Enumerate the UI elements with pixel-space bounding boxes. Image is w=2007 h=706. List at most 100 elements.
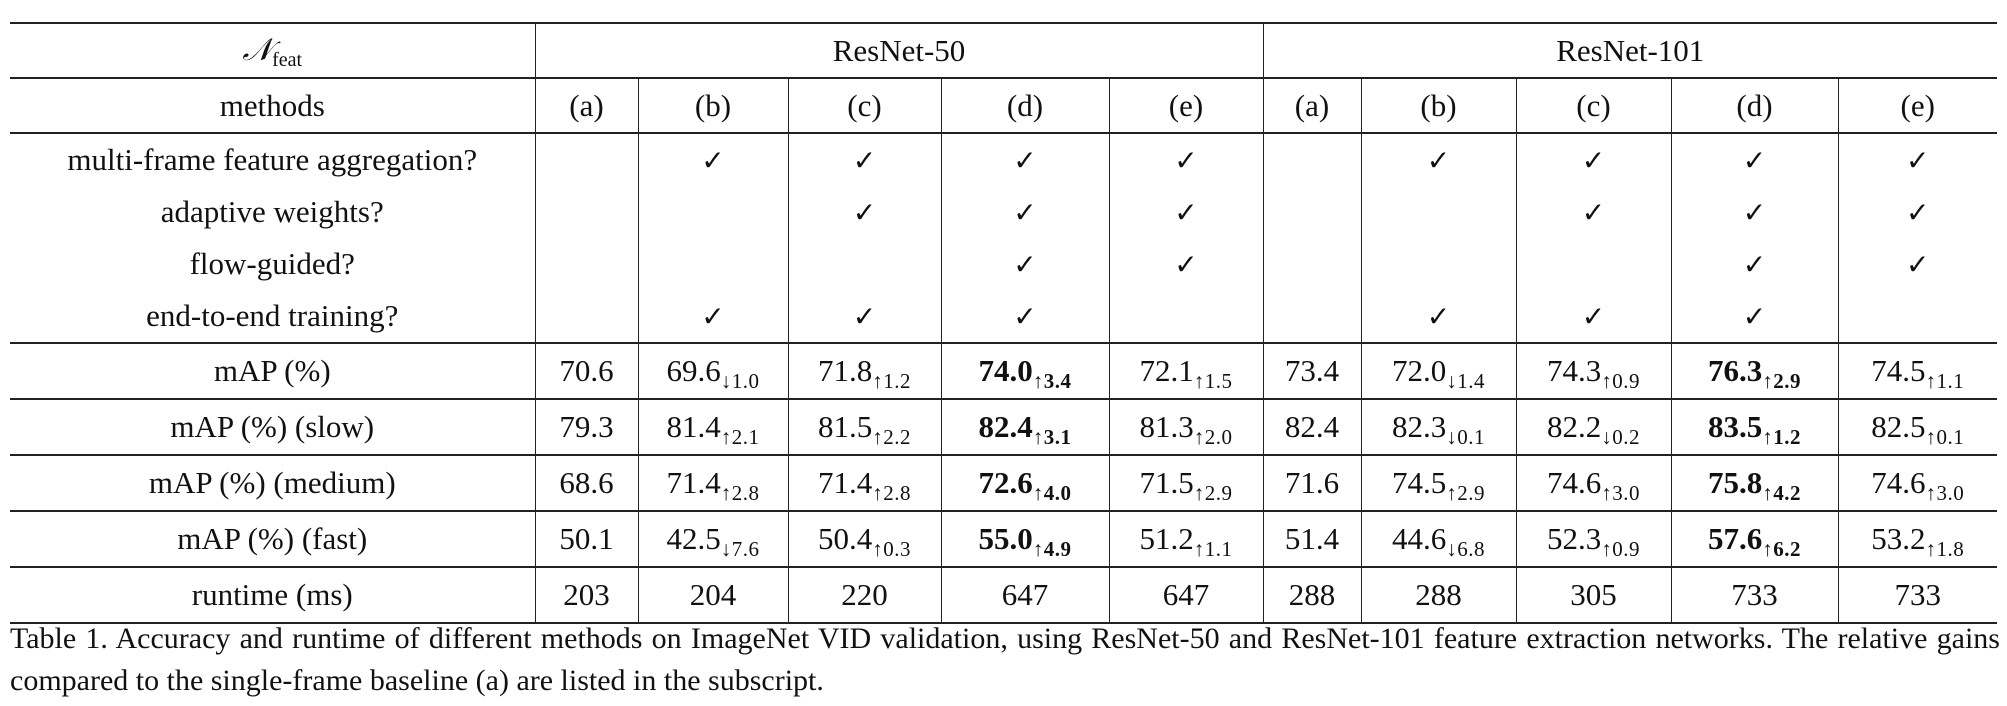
- feature-cell: [1108, 290, 1263, 344]
- metric-cell: 82.4: [1262, 399, 1361, 456]
- metric-value: 71.8: [818, 353, 873, 388]
- metric-label: mAP (%): [10, 343, 535, 400]
- relative-gain: ↑0.9: [1601, 369, 1640, 393]
- metric-cell: 203: [534, 567, 638, 624]
- relative-gain: ↓0.2: [1601, 425, 1640, 449]
- metric-cell: 72.6↑4.0: [940, 455, 1109, 512]
- feature-cell: [1360, 186, 1516, 238]
- metric-value: 733: [1731, 577, 1778, 612]
- metric-row: mAP (%) (fast) 50.1 42.5↓7.6 50.4↑0.3 55.0↑4…: [10, 511, 1997, 568]
- feature-cell: ✓: [1515, 186, 1671, 238]
- feature-cell: [1262, 290, 1361, 344]
- feature-row: multi-frame feature aggregation? ✓ ✓ ✓ ✓ ✓ ✓ ✓ ✓: [10, 133, 1997, 186]
- feature-cell: ✓: [940, 133, 1109, 186]
- nfeat-symbol: 𝒩feat: [242, 32, 303, 71]
- feature-cell: ✓: [1108, 133, 1263, 186]
- feature-label: multi-frame feature aggregation?: [67, 142, 478, 177]
- metric-cell: 74.0↑3.4: [940, 343, 1109, 400]
- feature-cell: ✓: [1670, 238, 1838, 290]
- relative-gain: ↑1.1: [1925, 369, 1965, 393]
- metric-value: 72.6: [978, 465, 1033, 500]
- relative-gain: ↑1.2: [872, 369, 911, 393]
- metric-cell: 75.8↑4.2: [1670, 455, 1838, 512]
- relative-gain: ↑4.9: [1032, 537, 1072, 561]
- feature-cell: ✓: [1670, 290, 1838, 344]
- metric-value: 82.2: [1547, 409, 1602, 444]
- relative-gain: ↑1.1: [1193, 537, 1233, 561]
- metric-row: mAP (%) 70.6 69.6↓1.0 71.8↑1.2 74.0↑3.4 72.1↑…: [10, 343, 1997, 400]
- metric-cell: 68.6: [534, 455, 638, 512]
- metric-cell: 71.4↑2.8: [787, 455, 941, 512]
- metric-value: 72.1: [1139, 353, 1194, 388]
- metric-cell: 74.3↑0.9: [1515, 343, 1671, 400]
- metric-value: 74.3: [1547, 353, 1602, 388]
- metric-cell: 71.5↑2.9: [1108, 455, 1263, 512]
- feature-label: flow-guided?: [189, 246, 355, 281]
- metric-value: 71.6: [1284, 465, 1340, 500]
- metric-value: 74.5: [1871, 353, 1926, 388]
- metric-value: 288: [1415, 577, 1462, 612]
- method-header: (c): [787, 78, 941, 134]
- feature-cell: ✓: [1360, 133, 1516, 186]
- relative-gain: ↑2.8: [872, 481, 911, 505]
- metric-cell: 50.1: [534, 511, 638, 568]
- metric-value: 647: [1162, 577, 1210, 612]
- metric-cell: 42.5↓7.6: [637, 511, 788, 568]
- feature-cell: ✓: [1515, 133, 1671, 186]
- checkmark-icon: ✓: [1906, 144, 1930, 177]
- checkmark-icon: ✓: [1581, 196, 1606, 229]
- metric-value: 71.5: [1139, 465, 1194, 500]
- method-header: (e): [1108, 78, 1263, 134]
- metric-value: 73.4: [1284, 353, 1340, 388]
- metric-label: mAP (%) (fast): [10, 511, 535, 568]
- metric-value: 81.4: [666, 409, 721, 444]
- feature-row: adaptive weights? ✓ ✓ ✓ ✓ ✓ ✓: [10, 186, 1997, 238]
- feature-cell: ✓: [940, 186, 1109, 238]
- metric-value: 82.5: [1871, 409, 1926, 444]
- corner-label: 𝒩feat: [10, 22, 535, 79]
- feature-cell: ✓: [940, 290, 1109, 344]
- relative-gain: ↑2.0: [1193, 425, 1233, 449]
- metric-value: 68.6: [559, 465, 614, 500]
- metric-cell: 82.3↓0.1: [1360, 399, 1516, 456]
- feature-row: end-to-end training? ✓ ✓ ✓ ✓ ✓ ✓: [10, 290, 1997, 344]
- feature-cell: [1837, 290, 1997, 344]
- checkmark-icon: ✓: [1174, 144, 1198, 177]
- metric-cell: 71.4↑2.8: [637, 455, 788, 512]
- checkmark-icon: ✓: [1174, 248, 1198, 281]
- relative-gain: ↑2.8: [720, 481, 760, 505]
- metric-cell: 51.2↑1.1: [1108, 511, 1263, 568]
- metric-cell: 82.5↑0.1: [1837, 399, 1997, 456]
- metric-value: 57.6: [1708, 521, 1763, 556]
- method-header: (b): [637, 78, 788, 134]
- checkmark-icon: ✓: [1426, 300, 1451, 333]
- relative-gain: ↑1.8: [1925, 537, 1965, 561]
- feature-cell: [637, 186, 788, 238]
- metric-value: 647: [1001, 577, 1049, 612]
- feature-cell: ✓: [787, 290, 941, 344]
- relative-gain: ↑1.5: [1193, 369, 1233, 393]
- metric-value: 204: [689, 577, 737, 612]
- metric-value: 50.4: [818, 521, 873, 556]
- relative-gain: ↓1.4: [1446, 369, 1485, 393]
- method-header: (c): [1515, 78, 1671, 134]
- metric-value: 81.3: [1139, 409, 1194, 444]
- metric-value: 220: [841, 577, 888, 612]
- feature-label: end-to-end training?: [10, 290, 535, 344]
- metric-cell: 73.4: [1262, 343, 1361, 400]
- metric-value: 733: [1894, 577, 1942, 612]
- metric-cell: 733: [1837, 567, 1997, 624]
- metric-value: 44.6: [1392, 521, 1447, 556]
- metric-cell: 81.4↑2.1: [637, 399, 788, 456]
- feature-cell: [637, 238, 788, 290]
- metric-value: 42.5: [666, 521, 721, 556]
- metric-value: 76.3: [1708, 353, 1763, 388]
- relative-gain: ↑3.0: [1601, 481, 1640, 505]
- feature-cell: [534, 133, 638, 186]
- metric-cell: 44.6↓6.8: [1360, 511, 1516, 568]
- relative-gain: ↑4.2: [1762, 481, 1801, 505]
- feature-cell: ✓: [940, 238, 1109, 290]
- metric-value: 69.6: [666, 353, 721, 388]
- metric-value: 51.4: [1284, 521, 1340, 556]
